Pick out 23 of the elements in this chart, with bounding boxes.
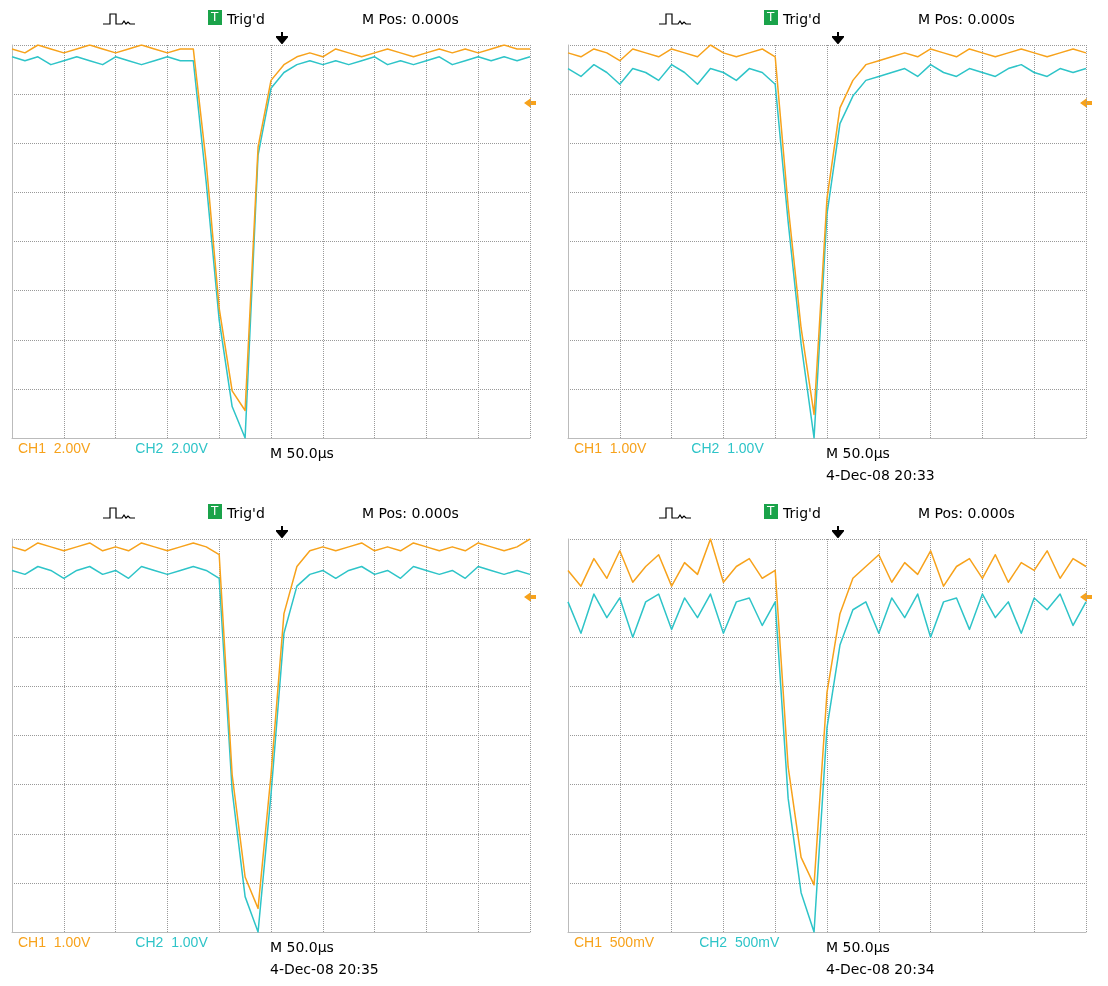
text: M Pos: 0.000s <box>362 505 459 521</box>
text: M Pos: 0.000s <box>918 505 1015 521</box>
text: Trig'd <box>226 505 265 521</box>
text: M Pos: 0.000s <box>918 11 1015 27</box>
text: 4-Dec-08 20:33 <box>826 467 935 483</box>
text: M 50.0µs <box>270 445 334 461</box>
text: 4-Dec-08 20:35 <box>270 961 379 977</box>
text: CH2 1.00V <box>691 440 765 456</box>
text: Trig'd <box>226 11 265 27</box>
text: CH2 500mV <box>699 934 780 950</box>
text: M Pos: 0.000s <box>362 11 459 27</box>
text: M 50.0µs <box>270 939 334 955</box>
text: CH1 500mV <box>574 934 655 950</box>
text: CH1 1.00V <box>18 934 92 950</box>
text: CH2 2.00V <box>135 440 209 456</box>
text: Trig'd <box>782 505 821 521</box>
text: Trig'd <box>782 11 821 27</box>
text: CH2 1.00V <box>135 934 209 950</box>
text: 4-Dec-08 20:34 <box>826 961 935 977</box>
text: M 50.0µs <box>826 445 890 461</box>
text: M 50.0µs <box>826 939 890 955</box>
text: CH1 1.00V <box>574 440 648 456</box>
text: CH1 2.00V <box>18 440 92 456</box>
